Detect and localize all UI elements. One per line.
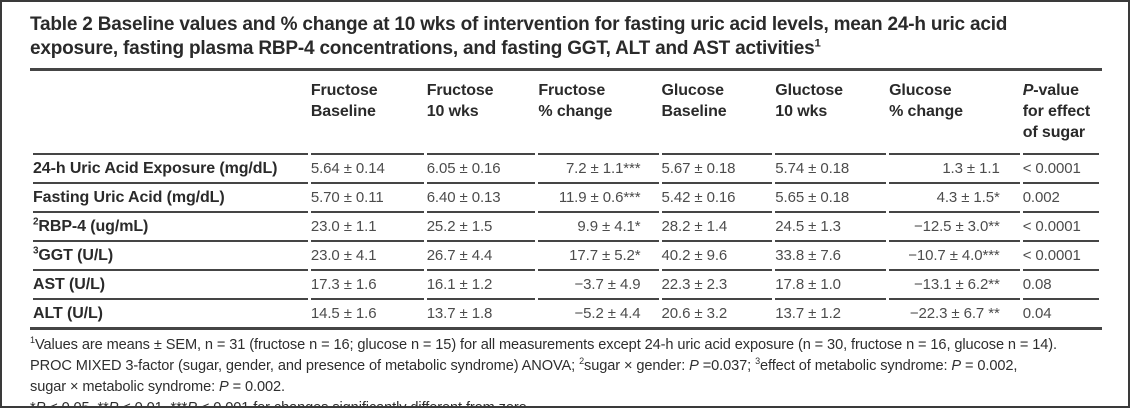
title-rule xyxy=(30,68,1102,71)
data-cell: 13.7 ± 1.8 xyxy=(426,298,536,327)
data-cell: −10.7 ± 4.0*** xyxy=(889,240,1020,269)
data-cell: 5.42 ± 0.16 xyxy=(661,182,773,211)
data-cell: 0.002 xyxy=(1022,182,1099,211)
data-cell: 5.74 ± 0.18 xyxy=(775,153,887,182)
row-label: 3GGT (U/L) xyxy=(33,240,308,269)
row-label: 24-h Uric Acid Exposure (mg/dL) xyxy=(33,153,308,182)
footnotes: 1Values are means ± SEM, n = 31 (fructos… xyxy=(30,327,1102,408)
data-cell: 5.67 ± 0.18 xyxy=(661,153,773,182)
row-label: AST (U/L) xyxy=(33,269,308,298)
data-cell: 25.2 ± 1.5 xyxy=(426,211,536,240)
data-cell: 5.64 ± 0.14 xyxy=(310,153,424,182)
footnote-line: PROC MIXED 3-factor (sugar, gender, and … xyxy=(30,356,1018,374)
table-row: AST (U/L) 17.3 ± 1.6 16.1 ± 1.2 −3.7 ± 4.9 2… xyxy=(33,269,1099,298)
data-cell: 9.9 ± 4.1* xyxy=(538,211,659,240)
data-cell: 0.08 xyxy=(1022,269,1099,298)
row-label: ALT (U/L) xyxy=(33,298,308,327)
data-cell: 4.3 ± 1.5* xyxy=(889,182,1020,211)
data-cell: < 0.0001 xyxy=(1022,153,1099,182)
footnote-line: *P < 0.05, **P < 0.01, ***P < 0.001 for … xyxy=(30,400,531,408)
column-header-p-value: P-value for effect of sugar xyxy=(1022,82,1091,141)
data-cell: 6.40 ± 0.13 xyxy=(426,182,536,211)
data-cell: −12.5 ± 3.0** xyxy=(889,211,1020,240)
data-cell: −13.1 ± 6.2** xyxy=(889,269,1020,298)
data-cell: 20.6 ± 3.2 xyxy=(661,298,773,327)
table-row: 3GGT (U/L) 23.0 ± 4.1 26.7 ± 4.4 17.7 ± 5.2… xyxy=(33,240,1099,269)
corner-header xyxy=(33,71,308,153)
data-cell: 23.0 ± 1.1 xyxy=(310,211,424,240)
table-row: 24-h Uric Acid Exposure (mg/dL) 5.64 ± 0.… xyxy=(33,153,1099,182)
data-cell: 28.2 ± 1.4 xyxy=(661,211,773,240)
data-cell: 14.5 ± 1.6 xyxy=(310,298,424,327)
column-header-glucose-pct-change: Glucose% change xyxy=(889,82,963,120)
column-header-fructose-baseline: Fructose Baseline xyxy=(310,82,378,120)
footnote-line: 1Values are means ± SEM, n = 31 (fructos… xyxy=(30,335,1058,353)
column-header-glucose-10wks: Gluctose 10 wks xyxy=(775,82,843,120)
data-cell: 5.70 ± 0.11 xyxy=(310,182,424,211)
data-cell: 40.2 ± 9.6 xyxy=(661,240,773,269)
data-cell: −5.2 ± 4.4 xyxy=(538,298,659,327)
data-cell: 16.1 ± 1.2 xyxy=(426,269,536,298)
row-label: 2RBP-4 (ug/mL) xyxy=(33,211,308,240)
data-cell: 33.8 ± 7.6 xyxy=(775,240,887,269)
data-cell: < 0.0001 xyxy=(1022,211,1099,240)
data-cell: 17.8 ± 1.0 xyxy=(775,269,887,298)
header-row: Fructose Baseline Fructose 10 wks Fructose… xyxy=(33,71,1099,153)
table-row: Fasting Uric Acid (mg/dL) 5.70 ± 0.11 6.40… xyxy=(33,182,1099,211)
data-table: Fructose Baseline Fructose 10 wks Fructose… xyxy=(30,71,1102,327)
table-title: Table 2 Baseline values and % change at … xyxy=(30,14,1008,59)
table-body: 24-h Uric Acid Exposure (mg/dL) 5.64 ± 0.… xyxy=(33,153,1099,327)
data-cell: 13.7 ± 1.2 xyxy=(775,298,887,327)
table-header: Fructose Baseline Fructose 10 wks Fructose… xyxy=(33,71,1099,153)
column-header-fructose-pct-change: Fructose% change xyxy=(538,82,613,120)
data-cell: 26.7 ± 4.4 xyxy=(426,240,536,269)
data-cell: 17.3 ± 1.6 xyxy=(310,269,424,298)
data-cell: −22.3 ± 6.7 ** xyxy=(889,298,1020,327)
column-header-fructose-10wks: Fructose 10 wks xyxy=(426,82,494,120)
row-label: Fasting Uric Acid (mg/dL) xyxy=(33,182,308,211)
data-cell: 17.7 ± 5.2* xyxy=(538,240,659,269)
table-row: ALT (U/L) 14.5 ± 1.6 13.7 ± 1.8 −5.2 ± 4.4 2… xyxy=(33,298,1099,327)
data-cell: 24.5 ± 1.3 xyxy=(775,211,887,240)
column-header-glucose-baseline: Glucose Baseline xyxy=(661,82,727,120)
table-row: 2RBP-4 (ug/mL) 23.0 ± 1.1 25.2 ± 1.5 9.9 ± … xyxy=(33,211,1099,240)
data-cell: 7.2 ± 1.1*** xyxy=(538,153,659,182)
data-cell: 6.05 ± 0.16 xyxy=(426,153,536,182)
data-cell: 5.65 ± 0.18 xyxy=(775,182,887,211)
footnote-line: sugar × metabolic syndrome: P = 0.002. xyxy=(30,379,285,395)
data-cell: < 0.0001 xyxy=(1022,240,1099,269)
data-cell: −3.7 ± 4.9 xyxy=(538,269,659,298)
data-cell: 0.04 xyxy=(1022,298,1099,327)
data-cell: 11.9 ± 0.6*** xyxy=(538,182,659,211)
data-cell: 22.3 ± 2.3 xyxy=(661,269,773,298)
data-cell: 23.0 ± 4.1 xyxy=(310,240,424,269)
data-cell: 1.3 ± 1.1 xyxy=(889,153,1020,182)
